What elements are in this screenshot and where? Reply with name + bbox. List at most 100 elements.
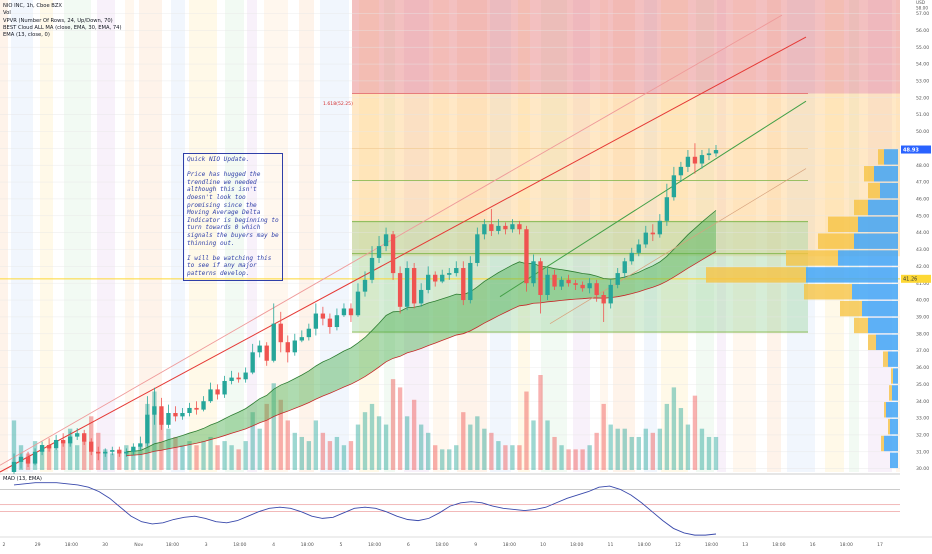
session-band [247, 0, 257, 472]
volume-bar [678, 408, 684, 470]
volume-bar [685, 424, 691, 470]
fib-zone-orange [352, 93, 900, 257]
price-tick: 42.00 [916, 264, 929, 270]
price-axis-top: 58.00 [916, 6, 928, 11]
volume-bar [229, 445, 234, 470]
volume-bar [138, 445, 143, 470]
vp-down [868, 334, 876, 351]
candle-body [320, 313, 326, 319]
volume-bar [573, 449, 578, 470]
candle-body [503, 225, 508, 230]
volume-bar [201, 441, 206, 470]
volume-bar [390, 379, 396, 470]
candle-body [75, 433, 80, 437]
candle-body [397, 273, 403, 307]
legend-mad[interactable]: MAD (13, EMA) [3, 476, 42, 482]
price-tick: 52.00 [916, 95, 929, 101]
candle-body [657, 220, 663, 235]
volume-bar [369, 403, 375, 470]
price-tick: 50.00 [916, 129, 929, 135]
candle-body [475, 234, 480, 263]
candle-body [566, 279, 571, 284]
price-tick: 54.00 [916, 62, 929, 68]
candle-body [313, 313, 319, 329]
time-axis[interactable]: 2 29 18:00 30 Nov 18:00 3 18:00 4 18:00 5 18:00 6 18:… [0, 536, 932, 550]
legend-vpvr[interactable]: VPVR (Number Of Rows, 24, Up/Down, 70) [3, 17, 113, 24]
candle-body [271, 323, 276, 361]
candle-body [517, 224, 522, 230]
session-band [767, 0, 781, 472]
volume-bar [383, 424, 389, 470]
time-tick: 18:00 [705, 542, 718, 548]
volume-bar [152, 391, 157, 470]
legend-volume[interactable]: Vol [3, 10, 11, 17]
volume-bar [566, 449, 571, 470]
candle-body [580, 284, 585, 289]
vp-down [828, 216, 858, 233]
volume-bar [404, 416, 410, 470]
session-band [573, 0, 590, 472]
session-band [404, 0, 429, 472]
symbol-title[interactable]: NIO INC, 1h, Cboe BZX [3, 3, 62, 9]
time-tick: 2 [3, 542, 6, 548]
vp-down [888, 418, 890, 435]
mad-legend[interactable]: MAD (13, EMA) [3, 476, 42, 483]
volume-bar [110, 453, 115, 470]
candle-body [629, 252, 634, 262]
price-tick: 31.00 [916, 449, 929, 455]
volume-bar [285, 420, 290, 470]
trendline-red [0, 36, 807, 473]
volume-bar [496, 441, 501, 470]
volume-bar [215, 445, 220, 470]
candle-body [355, 291, 361, 316]
volume-bar [601, 403, 606, 470]
candle-body [117, 450, 122, 454]
volume-bar [475, 416, 480, 470]
volume-bar [306, 441, 312, 470]
vp-down [786, 250, 838, 266]
volume-bar [187, 441, 192, 470]
text-note[interactable]: Quick NIO Update. Price has hugged the t… [183, 153, 283, 281]
session-band [125, 0, 134, 472]
volume-bar [580, 449, 585, 470]
candle-body [376, 246, 382, 258]
session-band [40, 0, 53, 472]
indicator-legend[interactable]: NIO INC, 1h, Cboe BZX Vol VPVR (Number O… [3, 3, 121, 39]
candle-body [404, 268, 410, 307]
candle-body [103, 451, 108, 454]
vp-down [881, 435, 884, 452]
volume-bar [426, 432, 431, 470]
price-tick: 40.00 [916, 298, 929, 304]
candle-body [692, 156, 698, 164]
volume-bar [461, 412, 466, 470]
volume-bar [376, 416, 382, 470]
volume-bar [180, 445, 185, 470]
price-axis[interactable]: 57.00 56.00 55.00 54.00 53.00 52.00 51.00 50.00… [900, 0, 932, 550]
volume-bar [257, 428, 262, 470]
volume-bar [355, 424, 361, 470]
candle-body [643, 232, 648, 245]
price-tick: 57.00 [916, 11, 929, 17]
session-band [299, 0, 314, 472]
price-tick: 36.00 [916, 365, 929, 371]
session-band [171, 0, 185, 472]
legend-ema[interactable]: EMA (13, close, 0) [3, 32, 50, 39]
volume-bar [348, 441, 354, 470]
session-band [644, 0, 657, 472]
vp-up [893, 368, 898, 384]
candle-body [440, 274, 445, 282]
session-band [600, 0, 608, 472]
candle-body [447, 273, 452, 275]
vp-up [890, 452, 898, 469]
vp-down [854, 317, 868, 334]
candle-body [601, 295, 606, 304]
volume-bar [545, 420, 550, 470]
price-label-box [901, 145, 931, 154]
candle-body [60, 439, 66, 444]
candle-body [39, 445, 45, 452]
volume-bar [117, 449, 122, 470]
legend-cloud[interactable]: BEST Cloud ALL MA (close, EMA, 30, EMA, … [3, 24, 122, 31]
vp-up [890, 418, 898, 435]
